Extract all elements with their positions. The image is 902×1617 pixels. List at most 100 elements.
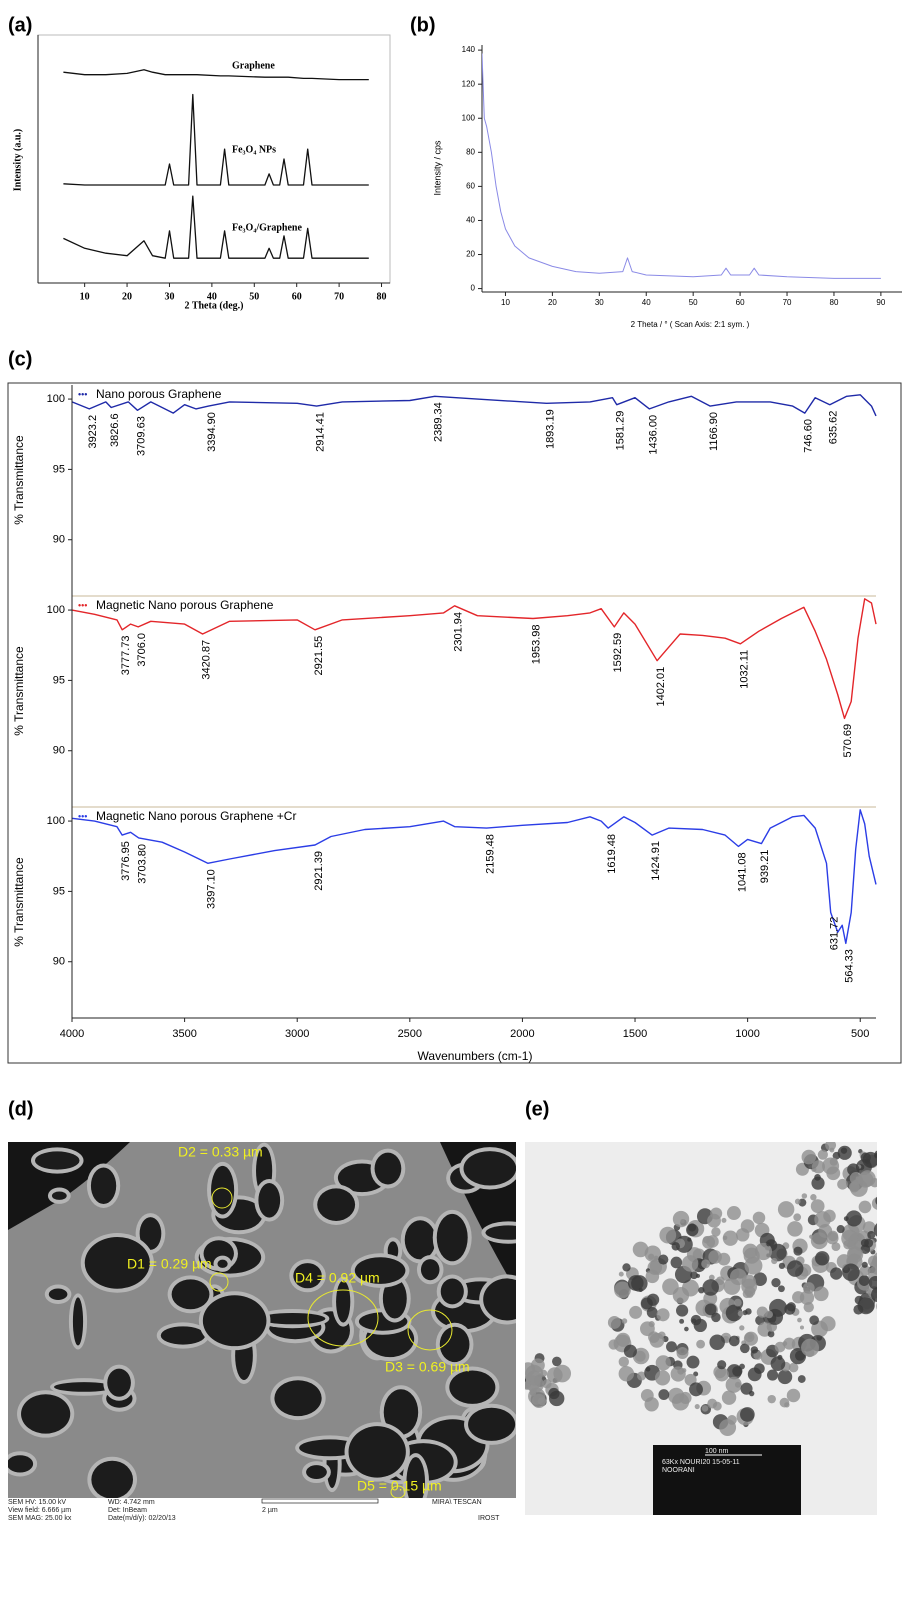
tem-particle: [684, 1326, 689, 1332]
legend-label: Nano porous Graphene: [96, 387, 222, 401]
x-tick-label: 40: [207, 291, 217, 302]
series-line: [71, 809, 877, 945]
peak-label: 1041.08: [736, 852, 748, 892]
tem-particle: [542, 1379, 552, 1389]
panel-label: (b): [410, 14, 436, 36]
tem-particle: [742, 1243, 758, 1259]
tem-particle: [827, 1230, 839, 1242]
x-tick-label: 70: [334, 291, 344, 302]
sem-pore: [48, 1288, 68, 1300]
legend-label: Fe₃O₄/Graphene: [232, 222, 302, 233]
tem-particle: [733, 1298, 742, 1307]
y-tick-label: 90: [53, 534, 65, 546]
tem-particle: [711, 1312, 721, 1323]
tem-particle: [766, 1369, 779, 1381]
sem-info: Date(m/d/y): 02/20/13: [108, 1515, 176, 1522]
tem-particle: [862, 1151, 877, 1168]
tem-particle: [608, 1339, 619, 1350]
panel-label: (d): [8, 1098, 34, 1120]
x-tick-label: 4000: [60, 1028, 84, 1040]
peak-label: 635.62: [828, 411, 840, 445]
tem-particle: [853, 1304, 864, 1315]
tem-particle: [654, 1370, 671, 1386]
tem-particle: [670, 1256, 683, 1269]
y-axis-label: Intensity (a.u.): [12, 129, 23, 192]
peak-label: 2914.41: [314, 412, 326, 452]
series-line: [71, 394, 877, 417]
tem-particle: [708, 1250, 722, 1264]
series-line: [482, 53, 881, 279]
sem-pore: [306, 1465, 327, 1480]
peak-label: 2159.48: [484, 834, 496, 874]
x-axis-label: Wavenumbers (cm-1): [418, 1049, 533, 1063]
x-tick-label: 60: [736, 298, 745, 307]
tem-particle: [530, 1358, 545, 1373]
tem-particle: [726, 1206, 741, 1220]
sem-info: View field: 6.666 µm: [8, 1507, 71, 1514]
tem-particle: [648, 1321, 655, 1328]
tem-particle: [846, 1246, 864, 1263]
tem-particle: [794, 1198, 801, 1205]
series-line: [63, 195, 369, 259]
tem-particle: [778, 1262, 786, 1269]
tem-particle: [691, 1318, 697, 1324]
tem-particle: [552, 1356, 562, 1367]
tem-particle: [739, 1343, 750, 1354]
tem-particle: [629, 1305, 643, 1319]
tem-particle: [858, 1200, 872, 1214]
tem-particle: [695, 1273, 700, 1278]
y-tick-label: 40: [466, 216, 475, 225]
tem-particle: [721, 1390, 737, 1405]
ftir-frame: [7, 382, 902, 1064]
tem-particle: [744, 1332, 755, 1343]
tem-particle: [861, 1261, 868, 1268]
x-axis-label: 2 Theta (deg.): [185, 300, 244, 311]
tem-particle: [869, 1178, 877, 1188]
tem-particle: [786, 1260, 804, 1277]
sem-info: 2 µm: [262, 1507, 278, 1514]
tem-particle: [811, 1176, 825, 1190]
tem-particle: [825, 1142, 837, 1151]
tem-particle: [739, 1363, 745, 1370]
sem-pore: [171, 1279, 210, 1310]
x-tick-label: 2500: [398, 1028, 422, 1040]
tem-particle: [810, 1194, 817, 1201]
x-tick-label: 500: [851, 1028, 869, 1040]
sem-pore: [317, 1188, 356, 1221]
tem-particle: [793, 1213, 802, 1222]
tem-particle: [765, 1310, 773, 1319]
tem-particle: [621, 1318, 628, 1324]
tem-particle: [676, 1304, 689, 1317]
x-tick-label: 30: [164, 291, 174, 302]
tem-particle: [766, 1242, 771, 1247]
peak-label: 3826.6: [109, 413, 121, 447]
series-line: [71, 598, 877, 720]
tem-particle: [702, 1279, 719, 1296]
tem-particle: [767, 1394, 776, 1404]
tem-particle: [842, 1263, 860, 1282]
y-tick-label: 95: [53, 885, 65, 897]
tem-particle: [714, 1367, 729, 1382]
sem-pore: [420, 1259, 440, 1281]
legend-label: Fe₃O₄ NPs: [232, 144, 276, 155]
tem-particle: [870, 1287, 877, 1303]
tem-particle: [770, 1356, 786, 1372]
x-tick-label: 80: [377, 291, 387, 302]
tem-particle: [845, 1210, 862, 1227]
tem-particle: [823, 1209, 836, 1223]
tem-particle: [744, 1256, 763, 1275]
tem-scale-text: 63Kx NOURI20 15-05-11: [662, 1459, 740, 1466]
tem-particle: [525, 1378, 527, 1382]
tem-particle: [739, 1325, 745, 1331]
peak-label: 1953.98: [531, 624, 543, 664]
tem-particle: [689, 1382, 703, 1397]
x-tick-label: 90: [876, 298, 885, 307]
tem-particle: [745, 1308, 752, 1315]
tem-particle: [525, 1375, 530, 1390]
sem-pore: [258, 1183, 281, 1218]
tem-particle: [778, 1285, 785, 1293]
tem-particle: [809, 1315, 819, 1325]
x-tick-label: 30: [595, 298, 604, 307]
measure-label: D2 = 0.33 µm: [178, 1144, 263, 1160]
tem-particle: [782, 1341, 788, 1346]
